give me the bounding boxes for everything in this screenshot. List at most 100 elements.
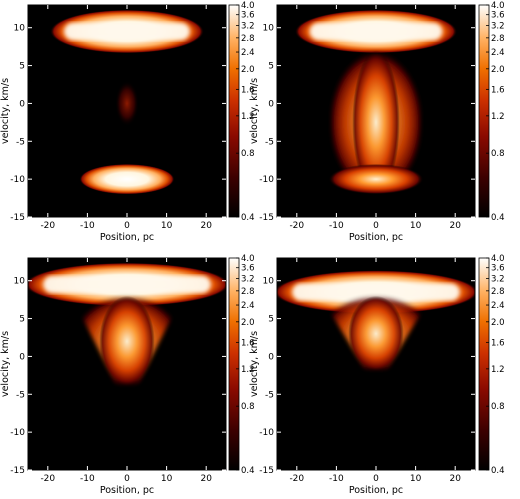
y-axis-label: velocity, km/s [0,331,11,397]
colorbar-tick-label: 1.2 [491,365,505,375]
colorbar-tick-label: 1.6 [241,85,255,95]
y-tick-label: 5 [19,315,25,325]
colorbar-tick-label: 4.0 [491,254,505,264]
y-tick-label: 0 [19,99,25,109]
y-tick-label: 5 [268,315,274,325]
y-tick-label: 10 [14,24,26,34]
x-axis-label: Position, pc [100,485,154,496]
y-tick-label: -5 [265,390,274,400]
colorbar-tick-label: 1.6 [491,338,505,348]
y-axis-label: velocity, km/s [0,78,11,144]
colorbar-tick-label: 2.0 [241,65,255,75]
x-tick-label: 20 [200,474,212,484]
x-tick-label: 0 [373,221,379,231]
x-tick-label: 20 [449,474,461,484]
colorbar-tick-label: 2.4 [241,48,255,58]
emission-funnel-core [348,295,404,372]
colorbar-tick-label: 4.0 [241,254,255,264]
emission-shell-core [64,22,190,41]
y-tick-label: 0 [268,99,274,109]
y-tick-label: -15 [10,213,25,223]
colorbar-tick-label: 2.8 [491,287,505,297]
x-tick-label: 20 [449,221,461,231]
colorbar-gradient [228,4,240,218]
y-tick-label: -5 [265,137,274,147]
panel-bottom-right: -20 -10 0 10 20 -15 -10 -5 0 5 10 Position, pc veloc… [249,254,505,496]
panel-bottom-left: -20 -10 0 10 20 -15 -10 -5 0 5 10 Position, pc veloc… [0,254,255,496]
panel-top-right: -20 -10 0 10 20 -15 -10 -5 0 5 10 Position, pc veloc… [249,1,505,243]
colorbar-tick-label: 0.4 [241,213,255,223]
x-tick-label: -10 [329,474,344,484]
y-tick-label: -10 [259,175,274,185]
colorbar-tick-label: 1.6 [241,338,255,348]
colorbar-tick-label: 2.8 [241,287,255,297]
y-tick-label: 10 [263,277,275,287]
emission-cloud [328,164,424,195]
colorbar-tick-label: 0.8 [241,402,255,412]
colorbar-tick-label: 3.2 [491,275,505,285]
colorbar-tick-label: 0.4 [491,466,505,476]
colorbar-tick-label: 0.4 [491,213,505,223]
colorbar-tick-label: 3.2 [491,22,505,32]
x-tick-label: -10 [329,221,344,231]
colorbar-tick-label: 2.4 [491,48,505,58]
colorbar-tick-label: 2.8 [491,34,505,44]
x-tick-label: -20 [289,474,304,484]
emission-shell-core [43,275,211,294]
colorbar-tick-label: 4.0 [491,1,505,11]
colorbar-tick-label: 4.0 [241,1,255,11]
x-tick-label: -10 [80,474,95,484]
colorbar-tick-label: 1.2 [241,365,255,375]
emission-layer [28,262,226,387]
colorbar-tick-label: 2.4 [241,301,255,311]
colorbar-tick-label: 3.6 [241,11,255,21]
y-tick-label: 10 [263,24,275,34]
emission-column-core [352,50,400,195]
colorbar-gradient [478,4,490,218]
x-tick-label: -20 [40,474,55,484]
colorbar-tick-label: 2.0 [491,318,505,328]
colorbar-tick-label: 2.8 [241,34,255,44]
panel-top-left: -20 -10 0 10 20 -15 -10 -5 0 5 10 Position, pc veloc… [0,1,255,243]
x-tick-label: 20 [200,221,212,231]
x-tick-label: -10 [80,221,95,231]
emission-layer [277,270,475,372]
colorbar-tick-label: 2.0 [491,65,505,75]
x-tick-label: 0 [124,221,130,231]
colorbar-gradient [228,257,240,471]
x-tick-label: 10 [410,474,422,484]
y-tick-label: -10 [259,428,274,438]
x-tick-label: 10 [161,474,173,484]
y-tick-label: -10 [10,175,25,185]
emission-funnel-core [99,295,155,387]
y-tick-label: -5 [16,390,25,400]
colorbar-tick-label: 1.2 [241,112,255,122]
colorbar-tick-label: 3.6 [241,264,255,274]
colorbar-tick-label: 1.6 [491,85,505,95]
y-tick-label: -15 [259,213,274,223]
x-axis-label: Position, pc [349,232,403,243]
y-tick-label: -10 [10,428,25,438]
colorbar-tick-label: 2.4 [491,301,505,311]
colorbar: 0.4 0.8 1.2 1.6 2.0 2.4 2.8 3.23.64.0 [478,254,505,476]
y-tick-label: 5 [268,62,274,72]
colorbar: 0.4 0.8 1.2 1.6 2.0 2.4 2.8 3.23.64.0 [478,1,505,223]
colorbar-tick-label: 3.6 [491,11,505,21]
x-tick-label: -20 [40,221,55,231]
x-tick-label: 0 [373,474,379,484]
x-axis-label: Position, pc [349,485,403,496]
x-axis-label: Position, pc [100,232,154,243]
emission-layer [50,9,204,195]
y-tick-label: 10 [14,277,26,287]
y-tick-label: 5 [19,62,25,72]
x-tick-label: 10 [410,221,422,231]
colorbar-gradient [478,257,490,471]
x-tick-label: -20 [289,221,304,231]
colorbar-tick-label: 0.8 [491,402,505,412]
colorbar: 0.4 0.8 1.2 1.6 2.0 2.4 2.8 3.23.64.0 [228,254,255,476]
y-tick-label: 0 [19,352,25,362]
colorbar-tick-label: 3.2 [241,22,255,32]
y-tick-label: -15 [259,466,274,476]
colorbar-tick-label: 0.8 [491,149,505,159]
colorbar-tick-label: 0.4 [241,466,255,476]
